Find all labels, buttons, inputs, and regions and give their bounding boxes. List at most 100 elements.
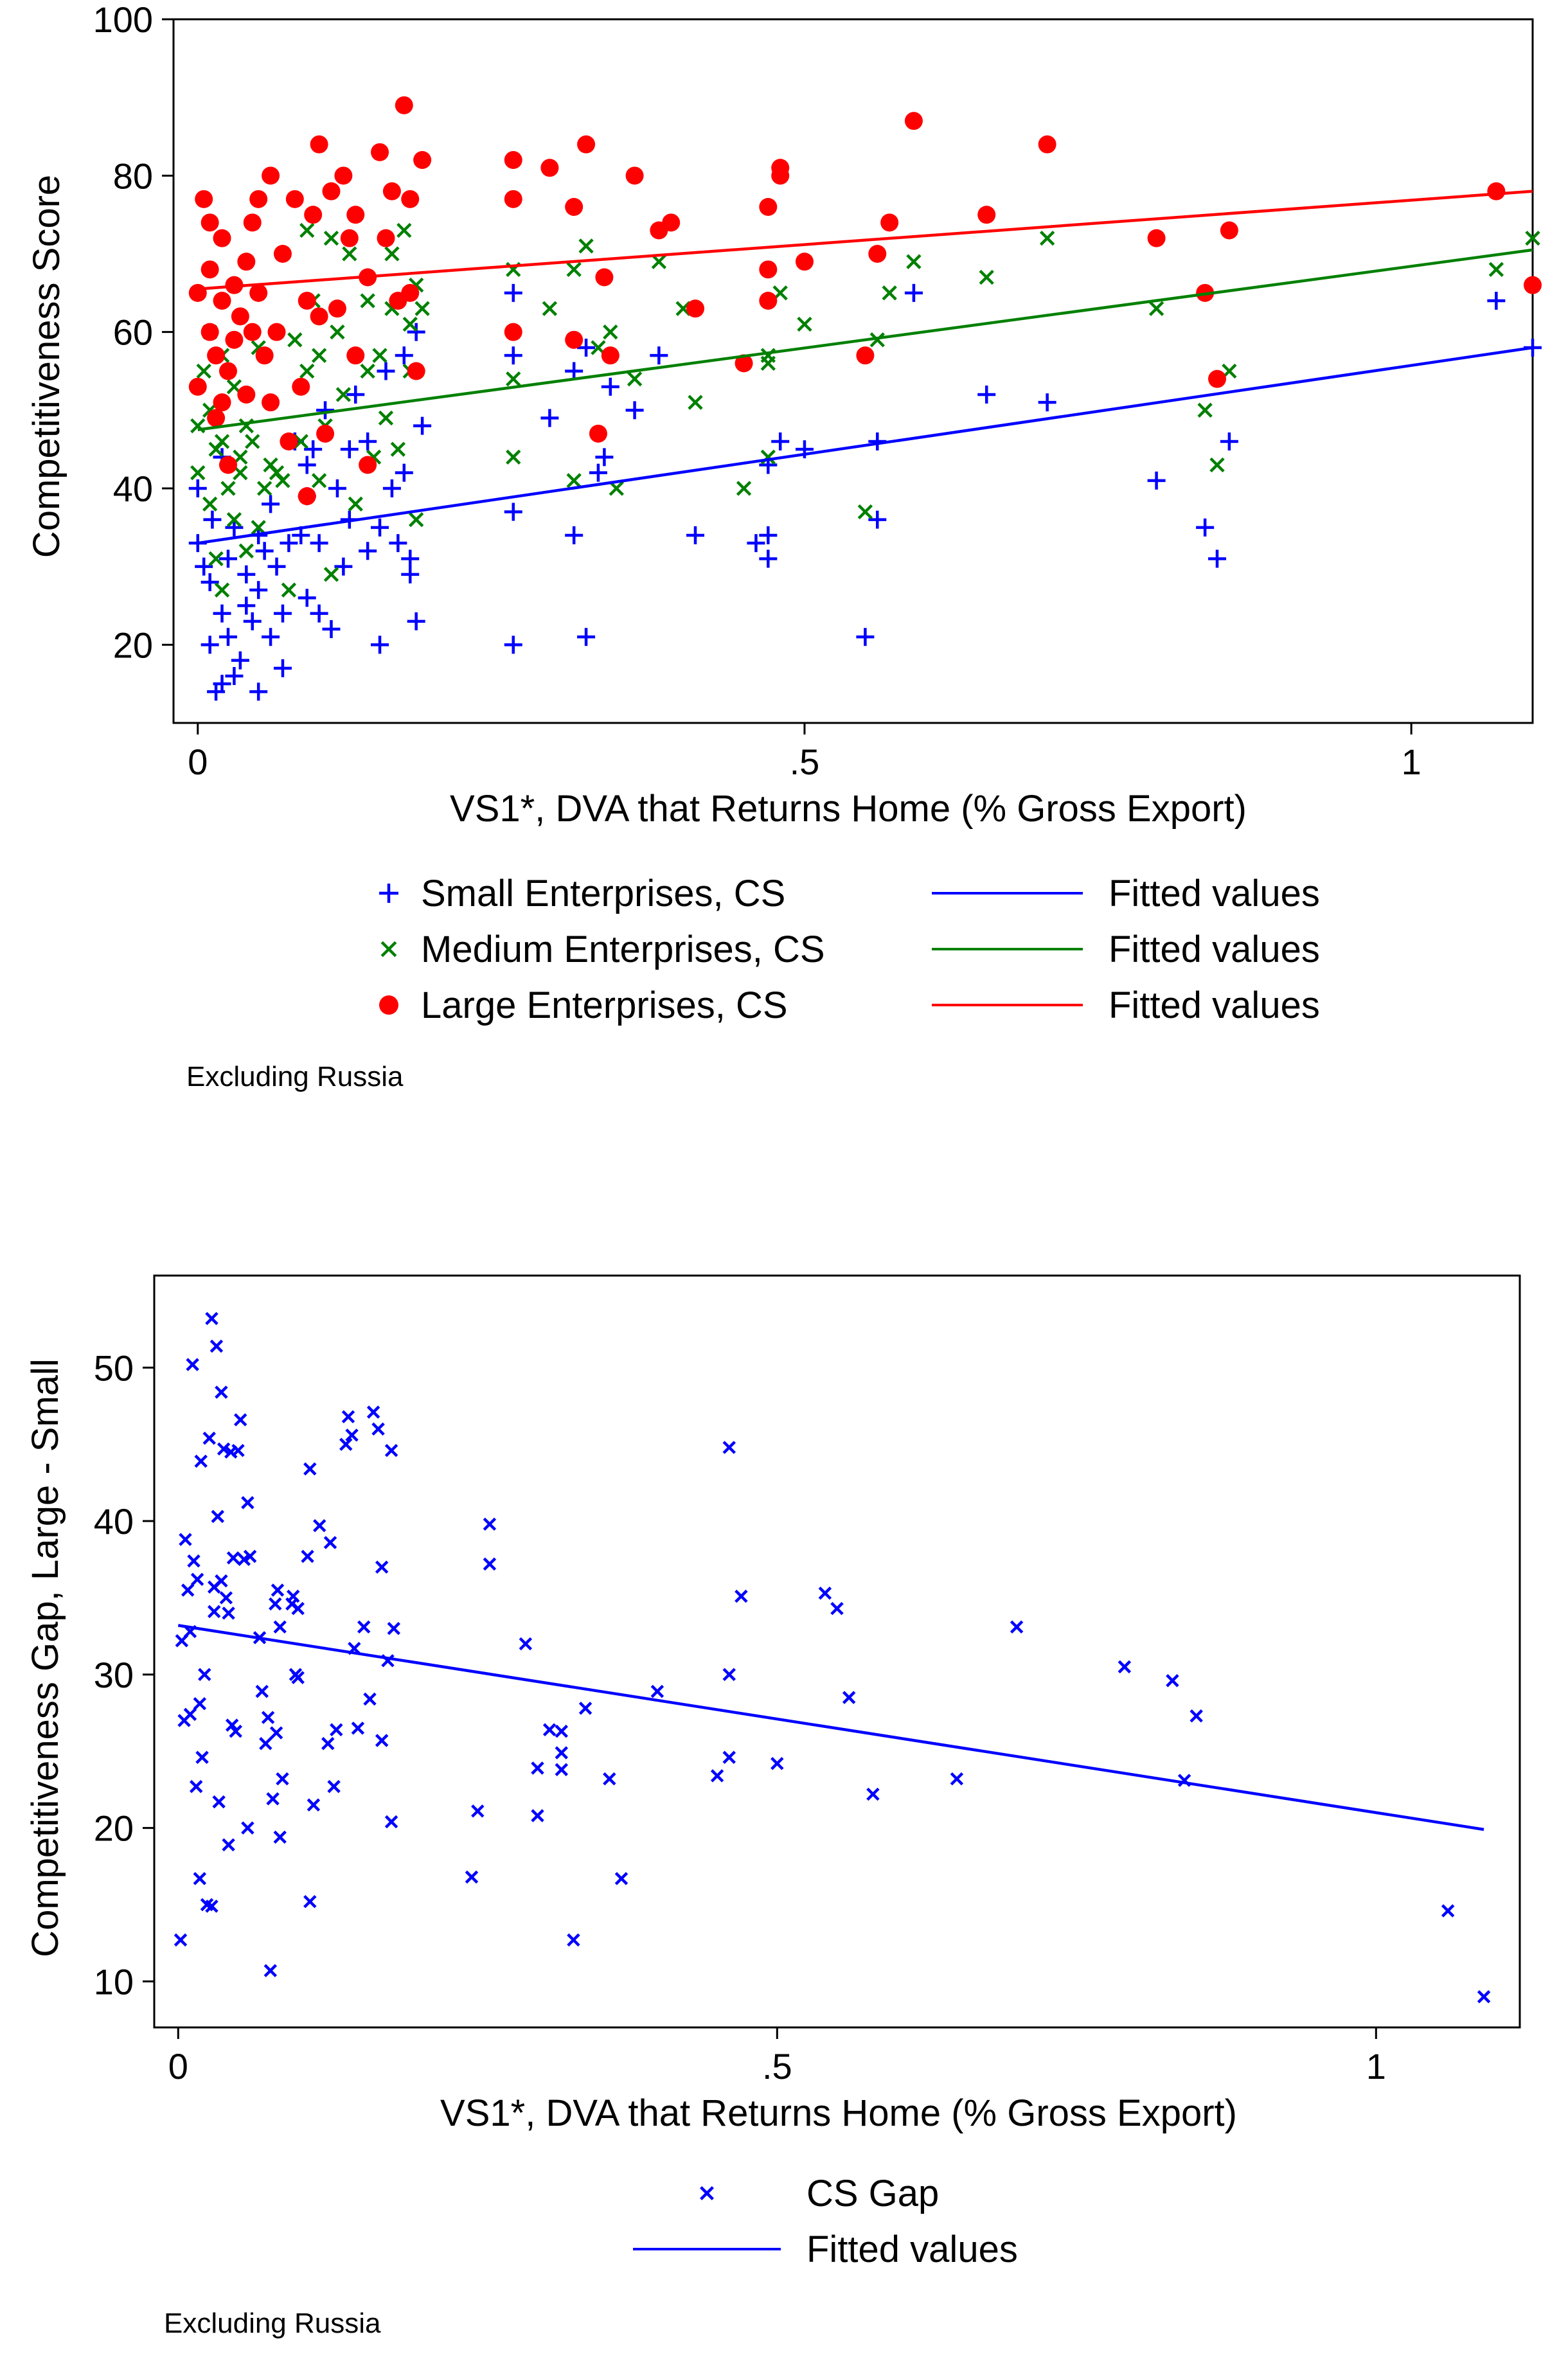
data-point — [200, 573, 219, 591]
data-point — [249, 190, 268, 208]
data-point — [371, 143, 389, 161]
data-point — [979, 269, 994, 285]
data-point — [213, 229, 231, 247]
data-point — [281, 582, 297, 598]
data-point — [200, 323, 219, 341]
fitted-line-5 — [197, 190, 1533, 290]
data-point — [193, 1872, 207, 1885]
data-point — [181, 1583, 195, 1597]
data-point — [565, 526, 584, 544]
data-point — [1118, 1660, 1132, 1674]
data-point — [540, 159, 559, 177]
data-point — [567, 1933, 580, 1947]
data-point — [339, 1438, 353, 1451]
data-point — [203, 510, 222, 529]
chart-1-marks — [188, 96, 1542, 701]
data-point — [1197, 402, 1213, 418]
data-point — [213, 675, 231, 693]
data-point — [255, 1684, 269, 1698]
data-point — [287, 332, 303, 348]
data-point — [186, 1358, 199, 1371]
data-point — [218, 628, 237, 646]
data-point — [407, 323, 425, 341]
data-point — [298, 292, 316, 310]
data-point — [218, 362, 237, 380]
data-point — [215, 1385, 228, 1399]
data-point — [226, 512, 242, 528]
data-point — [214, 434, 230, 449]
data-point — [269, 1597, 282, 1611]
chart-2-legend: CS Gap Fitted values — [633, 2173, 1018, 2270]
data-point — [307, 1798, 321, 1812]
legend-marker-shape — [700, 2186, 714, 2200]
data-point — [414, 301, 430, 316]
data-point — [651, 254, 667, 269]
data-point — [577, 339, 596, 357]
chart-1-axes: 20 40 60 80 100 0 .5 1 — [93, 0, 1421, 782]
data-point — [857, 504, 873, 520]
data-point — [1524, 276, 1542, 294]
legend-label-small: Small Enterprises, CS — [421, 873, 785, 914]
data-point — [238, 543, 254, 559]
legend-marker-large — [379, 995, 398, 1015]
data-point — [519, 1637, 533, 1651]
chart-2-y-axis-label: Competitiveness Gap, Large - Small — [24, 1358, 66, 1957]
data-point — [686, 526, 705, 544]
data-point — [389, 534, 407, 553]
data-point — [262, 166, 280, 185]
data-point — [531, 1809, 544, 1822]
series-circle-2 — [188, 96, 1542, 506]
data-point — [188, 479, 207, 497]
data-point — [395, 346, 413, 365]
legend-label-fit-red: Fitted values — [1109, 984, 1320, 1026]
data-point — [267, 557, 286, 576]
data-point — [357, 1620, 371, 1634]
data-point — [771, 1757, 784, 1770]
data-point — [261, 1711, 275, 1724]
data-point — [209, 1339, 224, 1353]
data-point — [225, 1718, 239, 1732]
data-point — [231, 307, 249, 326]
chart-2-plot-frame — [153, 1274, 1521, 2029]
y-tick-label: 40 — [113, 468, 153, 509]
data-point — [183, 1707, 197, 1722]
data-point — [323, 567, 339, 582]
data-point — [565, 198, 584, 216]
data-point — [316, 424, 335, 443]
data-point — [275, 473, 290, 488]
legend-marker-cs-gap — [700, 2186, 714, 2200]
legend-marker-small — [379, 884, 398, 903]
data-point — [377, 229, 395, 247]
data-point — [303, 1894, 317, 1909]
data-point — [298, 456, 316, 474]
data-point — [190, 465, 206, 481]
data-point — [710, 1769, 724, 1783]
data-point — [215, 1574, 228, 1588]
data-point — [904, 283, 923, 302]
data-point — [1525, 230, 1540, 246]
data-point — [555, 1746, 569, 1759]
data-point — [273, 604, 292, 623]
data-point — [346, 206, 365, 224]
data-point — [222, 1838, 235, 1852]
data-point — [233, 1413, 247, 1427]
data-point — [372, 348, 388, 363]
legend-item-small: Small Enterprises, CS — [379, 873, 785, 914]
data-point — [359, 432, 377, 450]
data-point — [1220, 432, 1238, 450]
legend-item-fit-blue: Fitted values — [932, 873, 1320, 914]
data-point — [259, 1737, 272, 1750]
data-point — [213, 604, 231, 623]
data-point — [205, 1312, 218, 1326]
data-point — [359, 542, 377, 560]
data-point — [504, 190, 522, 208]
data-point — [249, 581, 268, 600]
data-point — [977, 206, 996, 224]
x-tick-label: .5 — [790, 742, 820, 782]
x-tick-label: 0 — [188, 742, 208, 782]
chart-1-note: Excluding Russia — [186, 1061, 404, 1092]
data-point — [771, 159, 790, 177]
data-point — [542, 1723, 557, 1737]
data-point — [207, 346, 226, 365]
data-point — [360, 293, 375, 308]
